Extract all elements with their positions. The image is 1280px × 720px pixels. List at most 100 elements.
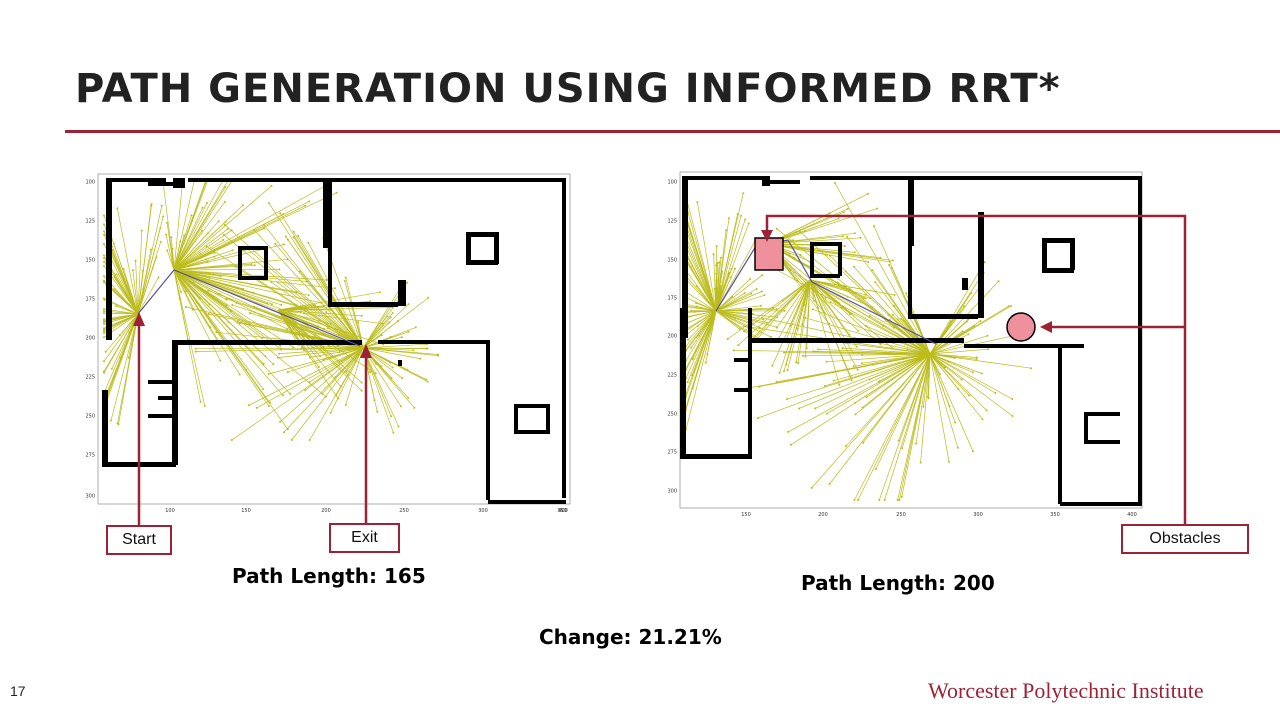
wall-segment xyxy=(328,180,332,305)
tree-node xyxy=(862,441,865,444)
tree-edge xyxy=(929,353,987,411)
tree-node xyxy=(321,392,324,395)
y-tick-label: 100 xyxy=(85,180,95,186)
tree-edge xyxy=(685,310,717,430)
tree-edge xyxy=(173,269,263,339)
tree-edge xyxy=(137,257,157,315)
tree-node xyxy=(898,499,901,501)
tree-node xyxy=(715,245,718,248)
tree-node xyxy=(141,269,144,272)
tree-node xyxy=(689,265,692,268)
tree-node xyxy=(191,219,194,222)
wall-segment xyxy=(148,182,173,186)
tree-node xyxy=(307,241,310,244)
wall-segment xyxy=(378,340,488,344)
tree-node xyxy=(278,352,281,355)
tree-edge xyxy=(743,279,811,332)
tree-edge xyxy=(715,288,757,312)
tree-node xyxy=(159,240,162,243)
tree-node xyxy=(149,248,152,251)
tree-node xyxy=(905,292,908,295)
y-tick-label: 250 xyxy=(85,414,95,420)
tree-node xyxy=(756,417,759,420)
tree-node xyxy=(180,290,182,293)
tree-node xyxy=(268,405,270,408)
tree-node xyxy=(274,242,277,245)
tree-edge xyxy=(695,302,717,312)
tree-node xyxy=(103,360,105,363)
tree-node xyxy=(1007,305,1010,308)
tree-node xyxy=(749,278,752,280)
tree-edge xyxy=(929,353,959,448)
tree-node xyxy=(268,401,271,404)
tree-node xyxy=(104,350,107,353)
tree-node xyxy=(166,249,169,252)
tree-edge xyxy=(685,275,717,312)
tree-node xyxy=(369,371,372,374)
tree-edge xyxy=(776,279,811,328)
tree-edge xyxy=(173,179,336,271)
tree-node xyxy=(307,294,310,297)
tree-edge xyxy=(137,277,159,315)
tree-node xyxy=(796,327,799,330)
tree-node xyxy=(803,304,806,307)
tree-node xyxy=(262,388,265,391)
tree-node xyxy=(865,396,868,399)
tree-node xyxy=(798,407,801,410)
tree-edge xyxy=(685,310,717,324)
tree-node xyxy=(691,374,693,377)
tree-edge xyxy=(362,343,427,349)
tree-node xyxy=(298,270,301,273)
start-callout: Start xyxy=(106,525,172,555)
tree-edge xyxy=(173,269,264,390)
tree-edge xyxy=(103,313,139,372)
tree-edge xyxy=(685,310,717,361)
tree-edge xyxy=(173,228,229,271)
wall-segment xyxy=(172,340,362,345)
tree-node xyxy=(230,439,233,441)
tree-node xyxy=(308,356,311,359)
x-tick-label: 150 xyxy=(241,508,251,514)
tree-node xyxy=(279,344,282,347)
tree-edge xyxy=(173,179,229,271)
tree-node xyxy=(392,431,395,434)
tree-node xyxy=(253,264,256,267)
y-tick-label: 250 xyxy=(667,412,677,418)
tree-node xyxy=(103,254,105,257)
tree-node xyxy=(179,240,182,243)
tree-node xyxy=(968,394,971,397)
tree-edge xyxy=(166,222,175,271)
tree-edge xyxy=(173,269,182,293)
tree-node xyxy=(317,366,320,368)
tree-node xyxy=(230,310,233,313)
wall-segment xyxy=(398,360,402,366)
tree-node xyxy=(801,323,804,326)
tree-edge xyxy=(826,353,931,363)
y-tick-label: 225 xyxy=(85,375,95,381)
tree-edge xyxy=(268,347,364,375)
tree-node xyxy=(868,315,871,318)
tree-node xyxy=(875,207,878,210)
tree-node xyxy=(986,334,989,337)
tree-node xyxy=(162,215,165,218)
tree-node xyxy=(867,261,870,263)
tree-node xyxy=(238,322,241,325)
tree-node xyxy=(373,399,376,402)
tree-edge xyxy=(829,255,931,355)
tree-node xyxy=(868,378,871,381)
tree-node xyxy=(740,214,742,217)
tree-node xyxy=(975,358,978,361)
tree-node xyxy=(686,338,689,341)
tree-node xyxy=(755,288,758,290)
tree-node xyxy=(207,313,210,315)
title-underline xyxy=(65,130,1280,133)
wall-segment xyxy=(762,176,770,186)
tree-node xyxy=(103,223,105,226)
tree-node xyxy=(770,336,773,338)
tree-edge xyxy=(345,277,364,349)
tree-node xyxy=(103,230,105,233)
left-path-length: Path Length: 165 xyxy=(232,564,426,588)
tree-edge xyxy=(277,309,325,330)
tree-edge xyxy=(842,347,931,355)
tree-node xyxy=(407,330,410,333)
